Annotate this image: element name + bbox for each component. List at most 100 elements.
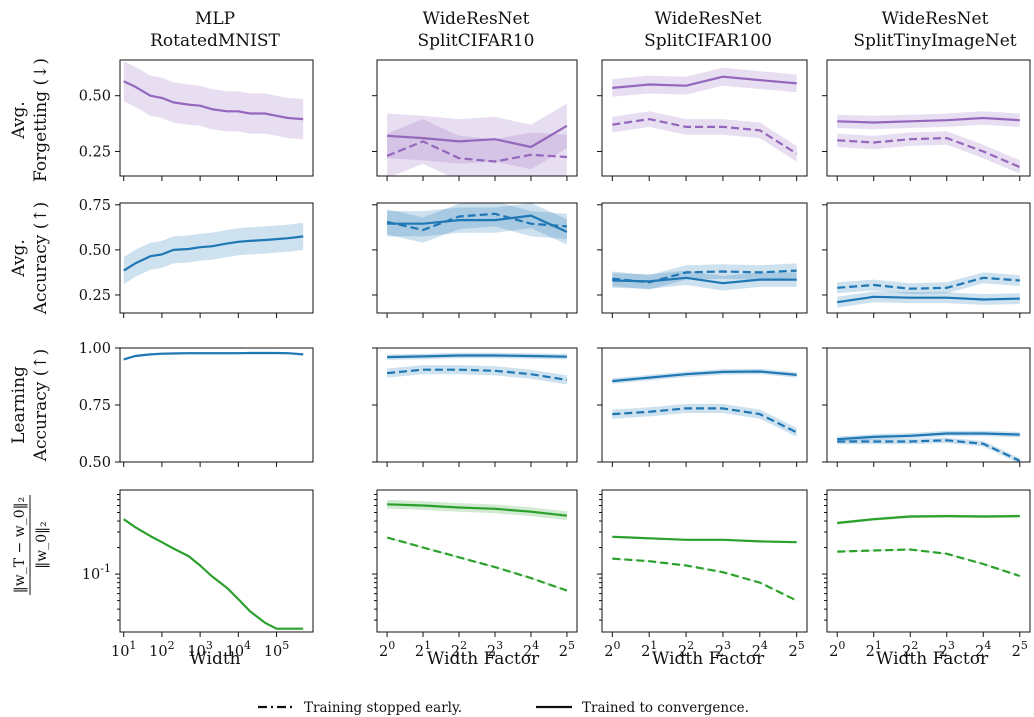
xtick-label-c2-2: 22 <box>451 639 467 660</box>
series-dashed-r4-c3 <box>612 557 798 602</box>
frame-r1-c2 <box>376 59 578 177</box>
frame-r1-c1 <box>119 59 314 177</box>
xtick-label-c1-1: 102 <box>149 639 174 660</box>
plot-area-r4-c3 <box>612 535 798 602</box>
col-title-4-line1: WideResNet <box>882 9 989 29</box>
series-dashed-r4-c4 <box>837 548 1021 578</box>
ytick-label-r3-2: 1.00 <box>79 341 111 357</box>
panel-r4-c3: 20 21 22 23 24 25 <box>597 489 808 660</box>
series-dashed-r3-c3 <box>612 407 798 434</box>
frame-r1-c4 <box>826 59 1031 177</box>
series-dashed-r1-c4 <box>837 137 1021 169</box>
band-dashed-r4-c4 <box>837 548 1020 577</box>
plot-area-r4-c1 <box>123 518 304 630</box>
band-dashed-r1-c3 <box>612 111 797 162</box>
frame-r4-c4 <box>826 489 1031 633</box>
panel-r3-c1: 0.50 0.75 1.00 <box>79 341 314 471</box>
band-dashed-r3-c3 <box>612 403 797 437</box>
col-title-3-line1: WideResNet <box>655 9 762 29</box>
panel-r2-c2 <box>372 202 578 318</box>
xtick-label-c3-3: 23 <box>715 639 731 660</box>
row-label-forgetting-line1: Avg. <box>9 101 29 139</box>
row-label-learning-line1: Learning <box>9 366 29 444</box>
xlabel-col-4: Width Factor <box>876 649 989 669</box>
col-title-2-line2: SplitCIFAR10 <box>418 31 535 51</box>
series-solid-r1-c4 <box>837 116 1020 124</box>
band-solid-r2-c1 <box>123 222 304 285</box>
plot-area-r2-c4 <box>837 272 1020 308</box>
plot-area-r1-c1 <box>123 61 304 140</box>
series-solid-r3-c2 <box>387 354 567 359</box>
series-dashed-r4-c2 <box>386 536 568 592</box>
band-solid-r1-c2 <box>387 103 567 170</box>
row-label-accuracy-line1: Avg. <box>9 239 29 277</box>
row-label-forgetting-line2: Forgetting (↓) <box>31 58 51 182</box>
xtick-label-c4-2: 22 <box>902 639 918 660</box>
series-dashed-r3-c4 <box>837 439 1021 462</box>
xtick-label-c1-4: 105 <box>264 639 289 660</box>
band-solid-r1-c1 <box>123 61 304 140</box>
panel-r4-c2: 20 21 22 23 24 25 <box>372 489 578 660</box>
band-dashed-r2-c2 <box>387 203 567 243</box>
series-solid-r2-c1 <box>123 235 304 272</box>
col-title-2-line1: WideResNet <box>423 9 530 29</box>
xtick-label-c3-2: 22 <box>678 639 694 660</box>
frame-r3-c1 <box>119 347 314 463</box>
plot-area-r2-c1 <box>123 222 304 285</box>
panel-r1-c4 <box>822 59 1031 181</box>
panel-r1-c3 <box>597 59 808 181</box>
col-title-4-line2: SplitTinyImageNet <box>853 31 1016 51</box>
xlabel-col-1: Width <box>189 649 240 669</box>
plot-area-r1-c4 <box>837 111 1021 174</box>
series-solid-r3-c4 <box>837 432 1020 441</box>
row-label-learning-accuracy: Learning Accuracy (↑) <box>9 349 51 463</box>
row-label-learning-line2: Accuracy (↑) <box>31 349 51 463</box>
ytick-label-r1-0: 0.25 <box>79 144 111 160</box>
band-solid-r2-c2 <box>387 203 567 245</box>
col-title-1-line2: RotatedMNIST <box>150 31 280 51</box>
frame-r4-c3 <box>601 489 808 633</box>
series-dashed-r1-c3 <box>612 117 798 155</box>
col-title-3-line2: SplitCIFAR100 <box>644 31 772 51</box>
plot-area-r2-c3 <box>612 263 797 291</box>
panel-r4-c4: 20 21 22 23 24 25 <box>822 489 1031 660</box>
frame-r2-c1 <box>119 202 314 314</box>
plot-area-r4-c2 <box>386 499 568 592</box>
xtick-label-c3-1: 21 <box>641 639 657 660</box>
xtick-label-c1-3: 104 <box>226 639 251 660</box>
col-title-1-line1: MLP <box>195 9 235 29</box>
band-dashed-r4-c2 <box>387 536 567 592</box>
panel-r2-c3 <box>597 202 808 318</box>
band-dashed-r2-c3 <box>612 263 797 290</box>
series-solid-r2-c4 <box>837 295 1020 304</box>
panel-r3-c4 <box>822 347 1031 467</box>
frame-r3-c2 <box>376 347 578 463</box>
ytick-label-r2-0: 0.25 <box>79 288 111 304</box>
series-dashed-r3-c2 <box>386 368 568 381</box>
xtick-label-c1-2: 103 <box>187 639 212 660</box>
ytick-label-r4-0: 10-1 <box>82 562 111 583</box>
legend: Training stopped early. Trained to conve… <box>258 700 749 716</box>
xtick-label-c4-3: 23 <box>939 639 955 660</box>
ytick-label-r1-1: 0.50 <box>79 89 111 105</box>
panel-r4-c1: 10-1 101 102 103 104 105 <box>82 489 314 660</box>
series-solid-r4-c1 <box>123 518 304 630</box>
xtick-label-c2-5: 25 <box>559 639 575 660</box>
plot-area-r2-c2 <box>386 203 568 245</box>
row-label-norm-denominator: ‖w_0‖₂ <box>34 521 50 569</box>
xtick-label-c2-3: 23 <box>487 639 503 660</box>
panel-r3-c3 <box>597 347 808 467</box>
series-solid-r1-c3 <box>612 75 797 89</box>
series-dashed-r1-c2 <box>386 140 567 163</box>
plot-area-r1-c2 <box>386 103 568 176</box>
band-solid-r2-c4 <box>837 291 1020 308</box>
xtick-label-c2-1: 21 <box>415 639 431 660</box>
row-label-accuracy: Avg. Accuracy (↑) <box>9 202 51 316</box>
xlabel-col-2: Width Factor <box>427 649 540 669</box>
frame-r2-c2 <box>376 202 578 314</box>
legend-dashed-label: Training stopped early. <box>304 700 462 716</box>
xtick-label-c2-4: 24 <box>523 639 539 660</box>
ytick-label-r2-2: 0.75 <box>79 198 111 214</box>
